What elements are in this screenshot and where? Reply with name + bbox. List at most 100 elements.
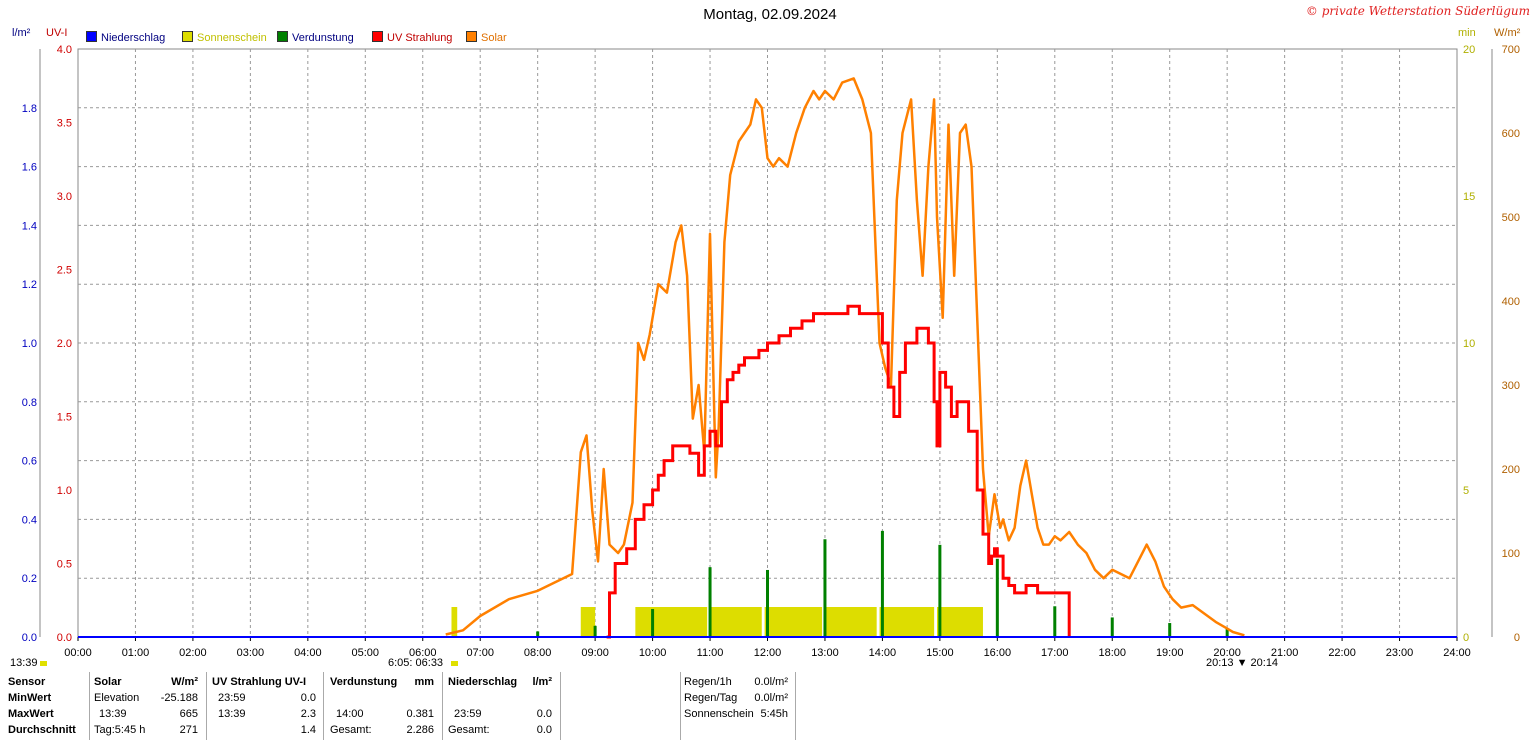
evap-header: Verdunstung <box>330 676 398 688</box>
sun-marker <box>451 661 458 666</box>
uv-avg-value: 1.4 <box>300 724 316 736</box>
sunshine-bar <box>937 607 983 637</box>
evaporation-bar <box>766 569 769 637</box>
row-label-min: MinWert <box>8 692 52 704</box>
legend-label: Sonnenschein <box>197 32 267 44</box>
uv-line <box>606 304 1071 639</box>
legend-item-niederschlag: Niederschlag <box>86 31 165 44</box>
x-tick-label: 23:00 <box>1386 647 1414 659</box>
uv-unit-label: UV-I <box>46 27 68 39</box>
sun-unit-label: min <box>1458 27 1476 39</box>
uv-max-time: 13:39 <box>218 708 246 720</box>
sun-axis-tick: 10 <box>1463 338 1475 350</box>
sun-axis-tick: 20 <box>1463 44 1475 56</box>
evaporation-bar <box>593 625 597 637</box>
evap-max-value: 0.381 <box>406 708 434 720</box>
solar-unit-label: W/m² <box>1494 27 1521 39</box>
uv-axis-tick: 2.0 <box>57 338 72 350</box>
uv-header: UV Strahlung UV-I <box>212 676 307 688</box>
sensor-header: Sensor <box>8 676 46 688</box>
evaporation-bar <box>1225 628 1229 637</box>
column-divider <box>442 672 443 740</box>
left-time-marker: 13:39 <box>10 657 38 669</box>
uv-axis-tick: 3.0 <box>57 191 72 203</box>
precip-axis-tick: 0.0 <box>22 632 37 644</box>
x-tick-label: 06:00 <box>409 647 437 659</box>
precip-axis-tick: 0.6 <box>22 456 37 468</box>
chart-title: Montag, 02.09.2024 <box>703 6 837 23</box>
column-divider <box>206 672 207 740</box>
x-tick-label: 15:00 <box>926 647 954 659</box>
uv-axis-tick: 1.5 <box>57 412 72 424</box>
sunshine-bar <box>635 607 708 637</box>
legend-label: Verdunstung <box>292 32 354 44</box>
x-tick-label: 12:00 <box>754 647 782 659</box>
precip-axis-tick: 0.4 <box>22 514 37 526</box>
summary-column: Regen/1h 0.0l/m² Regen/Tag 0.0l/m² Sonne… <box>684 670 792 741</box>
legend-swatch <box>182 31 193 42</box>
precip-header: Niederschlag <box>448 676 518 688</box>
legend-item-uv: UV Strahlung <box>372 31 452 44</box>
evap-unit: mm <box>414 676 434 688</box>
x-tick-label: 17:00 <box>1041 647 1069 659</box>
solar-avg-value: 271 <box>179 724 198 736</box>
stats-table: Sensor MinWert MaxWert Durchschnitt Sola… <box>0 670 800 741</box>
precip-total-label: Gesamt: <box>448 724 490 736</box>
summary-label-rain-day: Regen/Tag <box>684 692 738 704</box>
solar-min-label: Elevation <box>94 692 140 704</box>
precip-axis-tick: 0.8 <box>22 397 37 409</box>
uv-axis-tick: 0.5 <box>57 559 72 571</box>
summary-label-sunshine: Sonnenschein <box>684 708 754 720</box>
solar-axis-tick: 100 <box>1502 548 1520 560</box>
legend-item-sonnenschein: Sonnenschein <box>182 31 267 44</box>
row-label-max: MaxWert <box>8 708 54 720</box>
column-divider <box>323 672 324 740</box>
x-tick-label: 08:00 <box>524 647 552 659</box>
x-tick-label: 11:00 <box>697 647 724 659</box>
precip-axis-tick: 1.8 <box>22 103 37 115</box>
legend-label: Solar <box>481 32 507 44</box>
sunshine-bar <box>710 607 762 637</box>
evaporation-bar <box>823 539 827 637</box>
evap-total-label: Gesamt: <box>330 724 372 736</box>
solar-axis-tick: 0 <box>1514 632 1520 644</box>
column-divider <box>560 672 561 740</box>
uv-column: UV Strahlung UV-I 23:59 0.0 13:39 2.3 1.… <box>212 670 320 741</box>
solar-avg-label: Tag:5:45 h <box>94 724 146 736</box>
evaporation-bar <box>938 544 942 637</box>
legend-swatch <box>466 31 477 42</box>
legend-swatch <box>86 31 97 42</box>
x-tick-label: 22:00 <box>1328 647 1356 659</box>
evaporation-bar <box>651 609 655 637</box>
solar-axis-tick: 500 <box>1502 212 1520 224</box>
evaporation-bar <box>880 530 884 637</box>
precip-column: Niederschlag l/m² 23:59 0.0 Gesamt: 0.0 <box>448 670 556 741</box>
sun-axis-tick: 0 <box>1463 632 1469 644</box>
evap-total-value: 2.286 <box>406 724 434 736</box>
uv-axis-tick: 4.0 <box>57 44 72 56</box>
column-divider <box>680 672 681 740</box>
sun-axis-tick: 15 <box>1463 191 1475 203</box>
sunshine-bar <box>451 607 458 637</box>
solar-line <box>445 77 1245 637</box>
precip-axis-tick: 1.2 <box>22 279 37 291</box>
summary-label-rain-hour: Regen/1h <box>684 676 732 688</box>
uv-max-value: 2.3 <box>300 708 316 720</box>
solar-axis-tick: 300 <box>1502 380 1520 392</box>
copyright-label: © private Wetterstation Süderlügum <box>1305 4 1530 18</box>
legend-label: Niederschlag <box>101 32 166 44</box>
uv-axis-tick: 2.5 <box>57 265 72 277</box>
column-divider <box>795 672 796 740</box>
solar-max-value: 665 <box>179 708 198 720</box>
evaporation-bar <box>536 631 540 637</box>
x-tick-label: 24:00 <box>1443 647 1471 659</box>
sun-axis-tick: 5 <box>1463 485 1469 497</box>
x-tick-label: 07:00 <box>466 647 494 659</box>
precip-max-value: 0.0 <box>536 708 552 720</box>
solar-axis-tick: 200 <box>1502 464 1520 476</box>
uv-min-value: 0.0 <box>300 692 316 704</box>
legend-item-solar: Solar <box>466 31 507 44</box>
evaporation-bar <box>1168 623 1172 637</box>
row-label-avg: Durchschnitt <box>8 724 76 736</box>
